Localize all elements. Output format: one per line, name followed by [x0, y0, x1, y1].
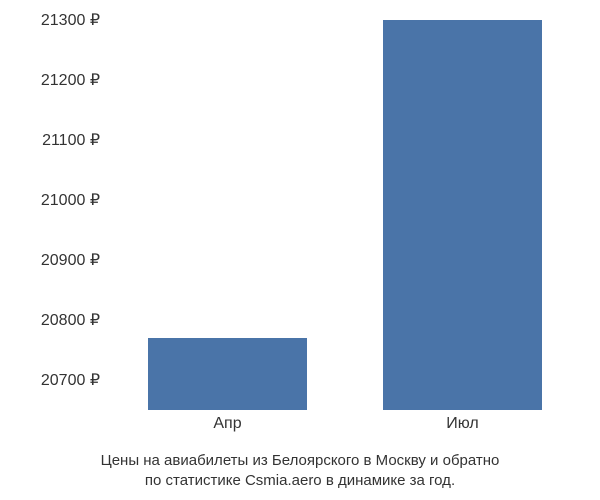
bar: [383, 20, 543, 410]
bar: [148, 338, 308, 410]
y-tick-label: 21200 ₽: [41, 70, 100, 90]
y-tick-label: 20800 ₽: [41, 310, 100, 330]
y-tick-label: 21300 ₽: [41, 10, 100, 30]
y-tick-label: 20900 ₽: [41, 250, 100, 270]
x-tick-label: Апр: [213, 415, 241, 433]
y-axis: 20700 ₽ 20800 ₽ 20900 ₽ 21000 ₽ 21100 ₽ 21200…: [0, 20, 110, 410]
caption-line-1: Цены на авиабилеты из Белоярского в Моск…: [101, 452, 500, 469]
plot-area: [110, 20, 580, 410]
price-chart: 20700 ₽ 20800 ₽ 20900 ₽ 21000 ₽ 21100 ₽ 21200…: [0, 0, 600, 500]
chart-caption: Цены на авиабилеты из Белоярского в Моск…: [0, 451, 600, 490]
y-tick-label: 21100 ₽: [42, 130, 100, 150]
caption-line-2: по статистике Csmia.aero в динамике за г…: [145, 472, 455, 489]
y-tick-label: 21000 ₽: [41, 190, 100, 210]
y-tick-label: 20700 ₽: [41, 370, 100, 390]
x-axis: Апр Июл: [110, 415, 580, 440]
x-tick-label: Июл: [446, 415, 478, 433]
